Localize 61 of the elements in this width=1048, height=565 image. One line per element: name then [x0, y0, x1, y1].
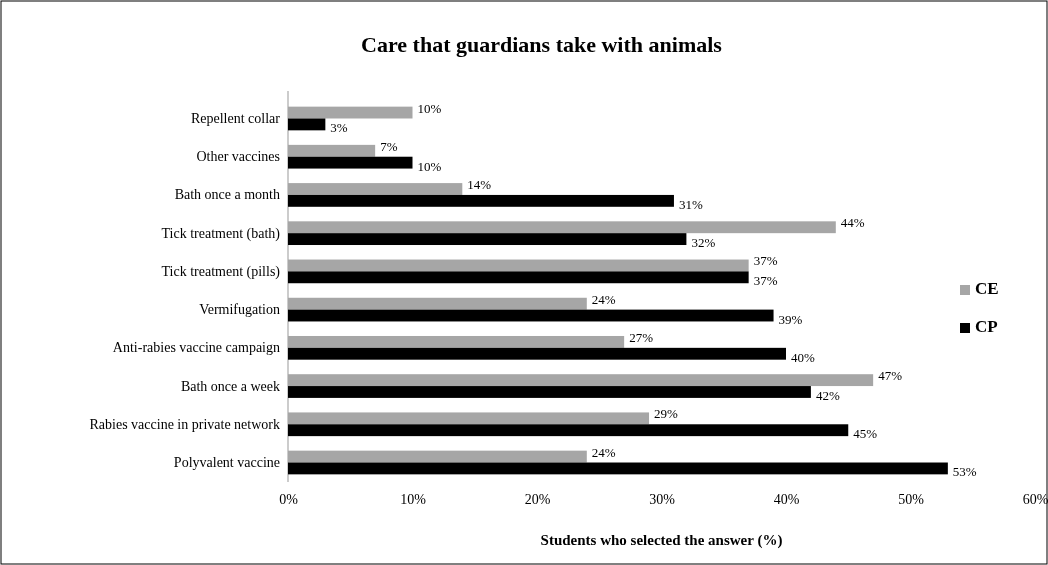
- bar: [288, 144, 376, 157]
- data-label: 37%: [753, 253, 778, 269]
- x-tick-label: 50%: [898, 491, 925, 507]
- data-label: 29%: [654, 406, 679, 422]
- data-label: 10%: [417, 100, 442, 116]
- bar: [288, 297, 587, 310]
- x-tick-label: 40%: [773, 491, 800, 507]
- bar: [288, 271, 749, 284]
- bar: [288, 335, 625, 348]
- bar: [288, 221, 836, 234]
- bar: [288, 347, 786, 360]
- bar: [288, 194, 674, 207]
- bar: [288, 106, 413, 119]
- bar: [288, 233, 687, 246]
- data-label: 7%: [380, 138, 398, 154]
- x-axis-title: Students who selected the answer (%): [540, 532, 783, 549]
- bar: [288, 183, 463, 195]
- y-tick-label: Tick treatment (bath): [161, 225, 281, 242]
- data-label: 42%: [815, 387, 840, 403]
- chart-title: Care that guardians take with animals: [361, 32, 723, 57]
- data-label: 3%: [330, 120, 348, 136]
- y-tick-label: Bath once a week: [180, 378, 280, 394]
- data-label: 40%: [791, 349, 815, 365]
- y-tick-label: Anti-rabies vaccine campaign: [112, 340, 280, 356]
- bar: [288, 374, 874, 387]
- data-label: 14%: [467, 177, 492, 192]
- legend-label: CE: [975, 278, 999, 298]
- data-label: 45%: [853, 426, 878, 442]
- data-label: 27%: [629, 329, 654, 345]
- y-tick-label: Polyvalent vaccine: [173, 454, 280, 470]
- bar: [288, 259, 749, 272]
- data-label: 44%: [840, 215, 865, 231]
- x-tick-label: 60%: [1022, 491, 1048, 507]
- y-tick-label: Vermifugation: [199, 302, 280, 318]
- x-tick-label: 20%: [524, 491, 551, 507]
- x-tick-label: 30%: [649, 491, 676, 507]
- bar: [288, 386, 811, 398]
- y-tick-label: Tick treatment (pills): [161, 263, 281, 280]
- data-label: 37%: [753, 273, 778, 289]
- data-label: 24%: [591, 444, 616, 460]
- bar: [288, 156, 413, 169]
- x-tick-label: 0%: [279, 491, 299, 507]
- bar: [288, 424, 849, 437]
- data-label: 10%: [417, 158, 442, 174]
- y-tick-label: Bath once a month: [174, 187, 280, 203]
- legend-label: CP: [975, 316, 998, 336]
- data-label: 53%: [952, 464, 977, 480]
- data-label: 47%: [878, 368, 903, 384]
- data-label: 39%: [778, 311, 803, 327]
- data-label: 24%: [591, 291, 616, 307]
- bar: [288, 118, 326, 131]
- y-tick-label: Rabies vaccine in private network: [89, 416, 280, 432]
- y-tick-label: Repellent collar: [190, 110, 281, 126]
- bar: [288, 450, 587, 463]
- data-label: 31%: [678, 196, 703, 212]
- bar: [288, 309, 774, 322]
- bar: [288, 412, 650, 425]
- x-tick-label: 10%: [400, 491, 427, 507]
- y-tick-label: Other vaccines: [196, 149, 280, 165]
- data-label: 32%: [691, 235, 716, 251]
- bar: [288, 462, 948, 475]
